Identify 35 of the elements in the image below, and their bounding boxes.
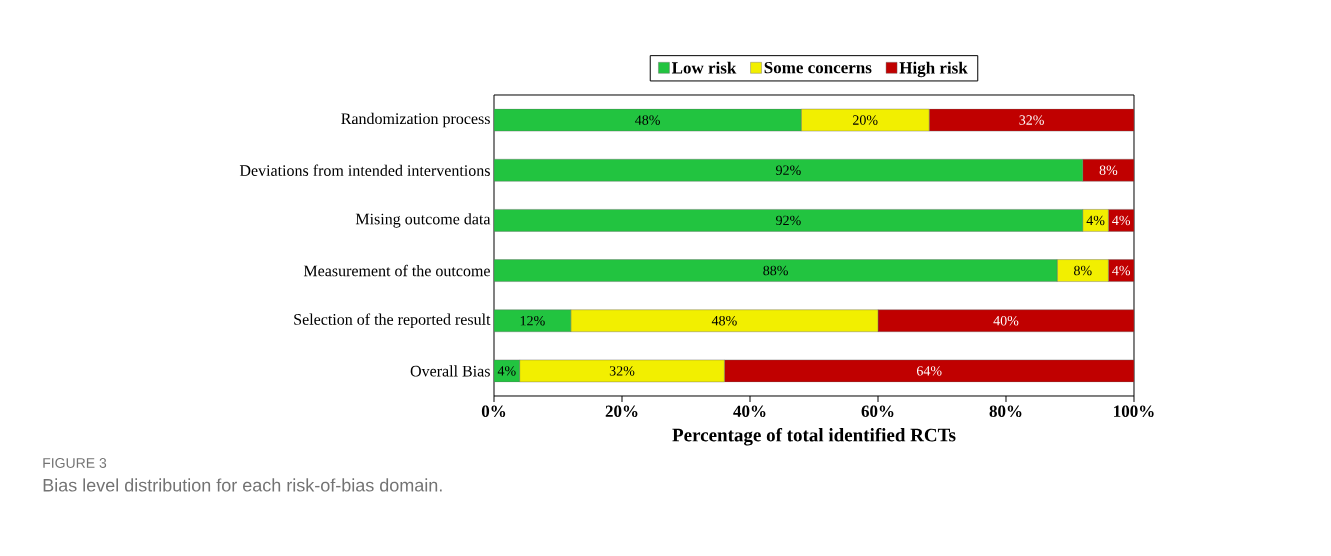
x-tick-label: 0% (481, 405, 506, 418)
data-label: 4% (1112, 215, 1131, 226)
data-label: 48% (711, 315, 737, 326)
data-label: 88% (763, 265, 788, 276)
caption: FIGURE 3 (43, 458, 107, 468)
data-label: 4% (1086, 215, 1105, 226)
y-tick-label: Measurement of the outcome (303, 264, 490, 277)
data-label: 4% (497, 366, 516, 376)
legend-label: Low risk (671, 61, 737, 74)
data-label: 48% (635, 115, 660, 125)
data-label: 92% (776, 165, 801, 175)
data-label: 40% (993, 315, 1019, 326)
data-label: 32% (1019, 115, 1044, 125)
y-tick-label: Randomization process (341, 112, 490, 128)
x-axis-title: Percentage of total identified RCTs (672, 427, 956, 446)
data-label: 8% (1099, 165, 1118, 175)
x-tick-label: 80% (989, 405, 1022, 418)
y-tick-label: Deviations from intended interventions (239, 164, 490, 176)
x-tick-label: 60% (861, 405, 894, 418)
data-label: 20% (852, 115, 878, 125)
legend-label: High risk (899, 61, 968, 78)
data-label: 32% (609, 366, 635, 376)
legend-label: Some concerns (764, 61, 872, 74)
data-label: 64% (916, 366, 942, 376)
y-tick-label: Mising outcome data (355, 213, 491, 228)
y-tick-label: Selection of the reported result (294, 313, 491, 329)
data-label: 92% (776, 215, 801, 226)
x-tick-label: 40% (733, 405, 766, 418)
y-tick-label: Overall Bias (410, 365, 490, 377)
data-label: 12% (520, 315, 545, 326)
data-label: 8% (1074, 265, 1092, 276)
text: Bias level distribution for each risk-of-bias domain. (43, 478, 442, 492)
data-label: 4% (1112, 265, 1131, 276)
x-tick-label: 100% (1114, 405, 1154, 418)
x-tick-label: 20% (605, 405, 638, 418)
